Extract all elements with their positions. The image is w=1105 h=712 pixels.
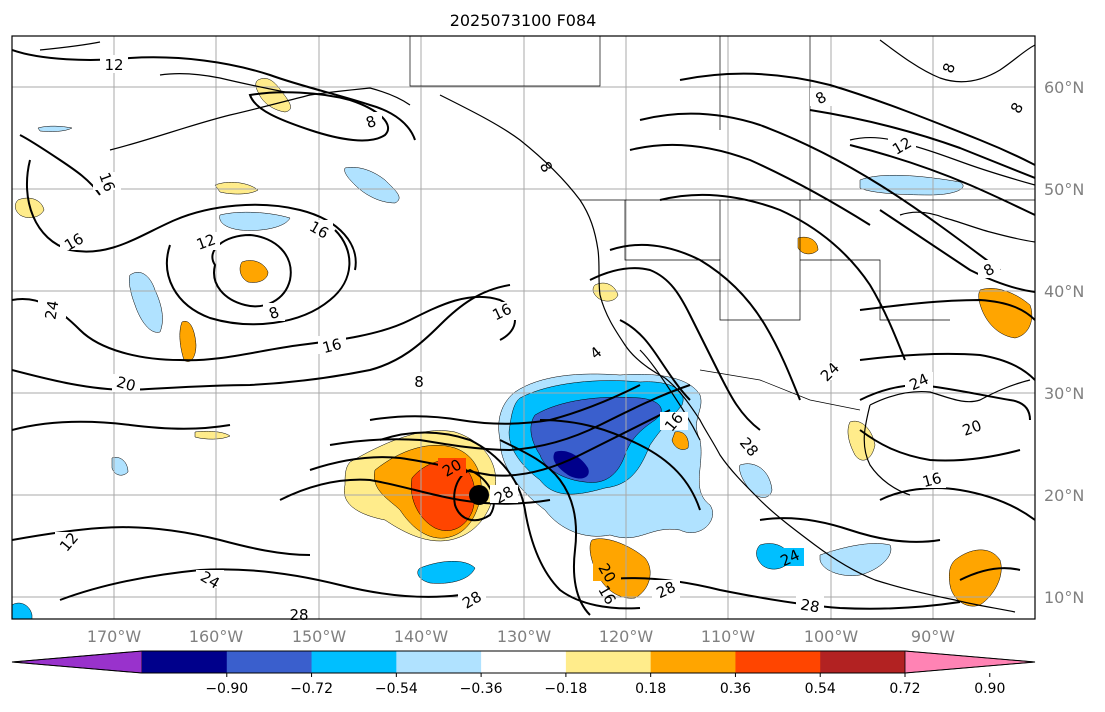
colorbar-tick-label: 0.90 [974,681,1005,697]
negative-anomaly-pacific-small-region [417,561,476,584]
contour-label: 24 [41,299,62,321]
colorbar-tick-label: −0.72 [290,681,333,697]
map-panel: 12 8 16 16 12 8 16 24 8 16 16 20 8 4 [11,35,1036,624]
colorbar-segment [226,651,313,673]
contour-label: 8 [414,373,424,391]
contour-label: 20 [960,416,984,439]
positive-anomaly-storm-center-region [239,260,269,283]
lon-label: 110°W [701,627,756,646]
colorbar-tick-label: 0.18 [635,681,666,697]
colorbar-extend-high [904,650,1036,674]
contour-label: 16 [320,335,343,357]
colorbar-segment [142,651,228,673]
longitude-labels: 170°W 160°W 150°W 140°W 130°W 120°W 110°… [87,627,955,646]
negative-anomaly-ne-canada-region [37,125,73,132]
lon-label: 90°W [911,627,955,646]
contour-label: 28 [289,606,308,624]
map-frame [11,35,1036,620]
negative-anomaly-peak-region [553,450,589,479]
positive-anomaly-texas-region [797,236,819,255]
negative-anomaly-ep-region [739,463,773,498]
political-borders [409,36,1035,411]
negative-anomaly-sw-corner-region [12,602,33,619]
negative-anomaly-west-pacific-region [128,272,163,333]
colorbar-segment [565,651,652,673]
colorbar-tick-label: −0.54 [375,681,418,697]
figure-title: 2025073100 F084 [450,11,597,30]
lon-label: 160°W [189,627,244,646]
colorbar-tick-label: 0.36 [720,681,751,697]
colorbar: −0.90 −0.72 −0.54 −0.36 −0.18 0.18 0.36 0.54 0.7… [11,650,1036,697]
colorbar-tick-label: −0.36 [460,681,503,697]
colorbar-outline [11,650,1036,674]
contour-label: 16 [95,170,118,194]
colorbar-tick-label: −0.18 [544,681,587,697]
colorbar-segment [735,651,821,673]
lat-label: 60°N [1044,78,1084,97]
map-gridlines [12,36,1035,619]
lat-label: 40°N [1044,282,1084,301]
lon-label: 130°W [497,627,552,646]
lat-label: 20°N [1044,486,1084,505]
lat-label: 30°N [1044,384,1084,403]
colorbar-segment [650,651,736,673]
lon-label: 150°W [292,627,347,646]
contour-label: 16 [920,469,943,491]
colorbar-tick-label: −0.90 [205,681,248,697]
colorbar-segment [311,651,397,673]
colorbar-tick-label: 0.54 [805,681,836,697]
lon-label: 120°W [599,627,654,646]
colorbar-segment [820,651,906,673]
negative-anomaly-gulf-alaska-region [344,167,400,204]
lon-label: 170°W [87,627,142,646]
positive-anomaly-sinaloa-region [671,431,689,450]
contour-label: 12 [104,56,123,74]
storm-center-marker [469,485,489,505]
contour-label: 20 [114,373,137,395]
lat-label: 50°N [1044,180,1084,199]
positive-anomaly-aleutian-region [214,182,259,195]
negative-anomaly-guatemala-region [819,543,892,576]
colorbar-segment [396,651,482,673]
colorbar-extend-low [11,650,143,674]
colorbar-segment [481,651,567,673]
colorbar-tick-label: 0.72 [889,681,920,697]
negative-anomaly-north-pacific-region [219,211,291,231]
contour-label: 12 [194,230,218,253]
contour-label: 28 [799,595,821,616]
lon-label: 140°W [394,627,449,646]
latitude-labels: 60°N 50°N 40°N 30°N 20°N 10°N [1044,78,1084,607]
positive-anomaly-hawaii-region [194,430,231,440]
negative-anomaly-gulf-coast-region [859,175,964,196]
lon-label: 100°W [804,627,859,646]
lat-label: 10°N [1044,588,1084,607]
